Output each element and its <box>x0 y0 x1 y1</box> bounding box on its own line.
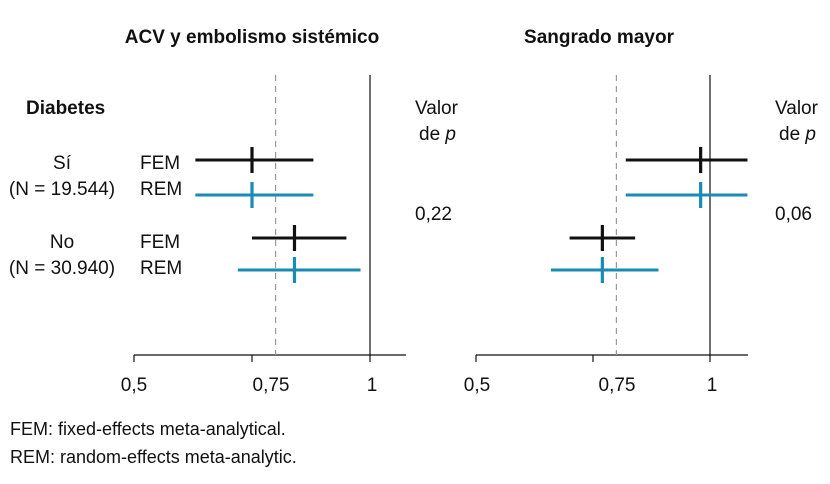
panel1-p-header-p: p <box>445 124 456 145</box>
group-label-no: No <box>49 232 75 253</box>
panel2-tick-label-0-75: 0,75 <box>598 375 636 396</box>
model-label-rem-si: REM <box>140 179 183 200</box>
panel1-p-value: 0,22 <box>415 204 452 225</box>
panel2-tick-label-0-5: 0,5 <box>463 375 491 396</box>
panel1-p-header-de: de <box>419 124 446 145</box>
footnote-rem: REM: random-effects meta-analytic. <box>10 447 297 467</box>
panel2-tick-label-1: 1 <box>706 375 718 396</box>
panel2-p-header-line2: de p <box>779 125 816 144</box>
panel2-p-header-p: p <box>805 124 816 145</box>
panel1-tick-label-0-5: 0,5 <box>120 375 148 396</box>
panel2-title: Sangrado mayor <box>524 27 674 48</box>
panel1-p-header-line2: de p <box>419 125 456 144</box>
panel2-p-header-line1: Valor <box>775 98 818 119</box>
panel2-p-value: 0,06 <box>775 204 812 225</box>
panel1-tick-label-0-75: 0,75 <box>252 375 290 396</box>
group-n-no: (N = 30.940) <box>8 258 116 279</box>
model-label-fem-si: FEM <box>140 153 181 174</box>
subgroup-heading: Diabetes <box>26 98 106 119</box>
footnote-fem: FEM: fixed-effects meta-analytical. <box>10 419 286 439</box>
group-n-si: (N = 19.544) <box>8 179 116 200</box>
panel1-title: ACV y embolismo sistémico <box>124 27 380 48</box>
panel1-p-header-line1: Valor <box>415 98 458 119</box>
model-label-fem-no: FEM <box>140 232 181 253</box>
group-label-si: Sí <box>53 153 71 174</box>
panel2-p-header-de: de <box>779 124 806 145</box>
panel1-tick-label-1: 1 <box>366 375 378 396</box>
model-label-rem-no: REM <box>140 258 183 279</box>
